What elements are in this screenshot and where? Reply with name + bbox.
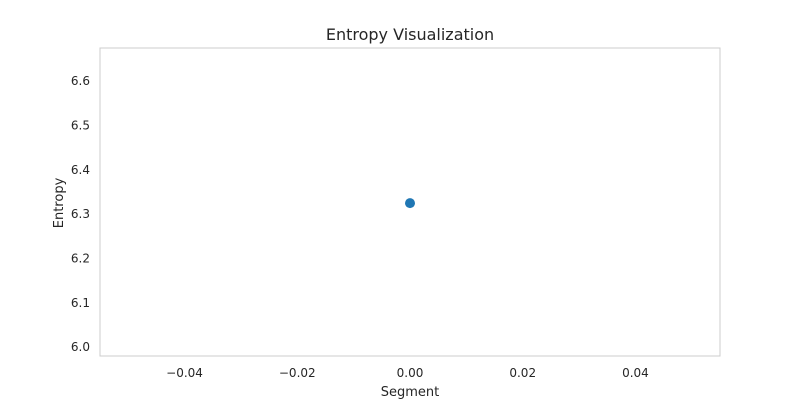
x-tick-label: −0.04: [166, 366, 203, 380]
y-axis-ticks: 6.0 6.1 6.2 6.3 6.4 6.5 6.6: [71, 74, 90, 354]
chart-title: Entropy Visualization: [326, 25, 494, 44]
x-tick-label: 0.02: [509, 366, 536, 380]
x-axis-label: Segment: [381, 385, 440, 400]
x-tick-label: 0.04: [622, 366, 649, 380]
x-tick-label: 0.00: [397, 366, 424, 380]
y-tick-label: 6.5: [71, 119, 90, 133]
y-tick-label: 6.1: [71, 296, 90, 310]
y-tick-label: 6.6: [71, 74, 90, 88]
y-tick-label: 6.2: [71, 252, 90, 266]
y-axis-label: Entropy: [52, 177, 67, 228]
y-tick-label: 6.3: [71, 207, 90, 221]
x-tick-label: −0.02: [279, 366, 316, 380]
data-point: [405, 198, 415, 209]
x-axis-ticks: −0.04 −0.02 0.00 0.02 0.04: [166, 366, 649, 380]
y-tick-label: 6.0: [71, 340, 90, 354]
data-points: [405, 198, 415, 209]
y-tick-label: 6.4: [71, 163, 90, 177]
